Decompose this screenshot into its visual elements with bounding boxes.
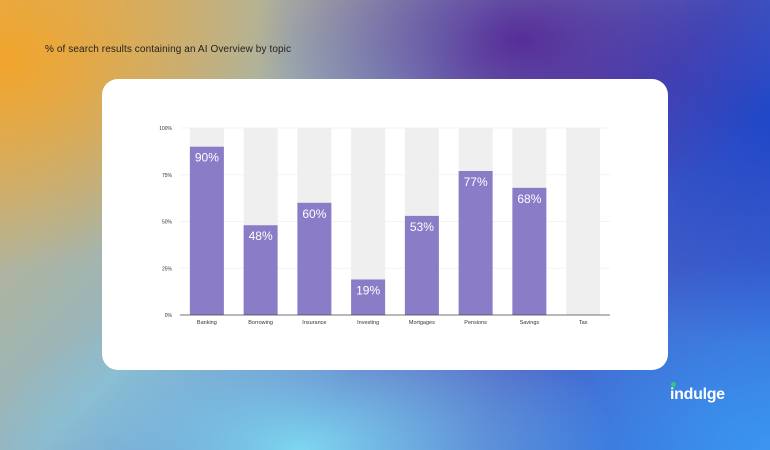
bar-chart: 0% 25% 50% 75% 100% 90% Banking 48% Borrowing 60%… (159, 126, 610, 326)
data-label: 77% (464, 175, 488, 189)
x-tick-label: Borrowing (248, 320, 273, 326)
logo-dot-icon (671, 382, 676, 387)
logo-text: indulge (670, 386, 725, 403)
y-tick-label: 0% (165, 313, 173, 319)
background-bar (566, 128, 601, 315)
chart-title: % of search results containing an AI Ove… (45, 44, 292, 55)
chart-card: 0% 25% 50% 75% 100% 90% Banking 48% Borrowing 60%… (102, 79, 668, 370)
x-tick-label: Insurance (302, 320, 326, 326)
indulge-logo: indulge (670, 382, 725, 404)
x-tick-label: Banking (197, 320, 217, 326)
y-tick-label: 100% (159, 126, 172, 132)
y-tick-label: 75% (162, 173, 173, 179)
bar (404, 215, 439, 315)
bar (351, 279, 386, 315)
x-tick-label: Mortgages (409, 320, 435, 326)
data-label: 48% (249, 229, 273, 243)
y-tick-label: 50% (162, 220, 173, 226)
bar (189, 146, 224, 315)
bar (297, 202, 332, 315)
data-label: 53% (410, 220, 434, 234)
y-tick-label: 25% (162, 266, 173, 272)
data-label: 19% (356, 283, 380, 297)
data-label: 90% (195, 151, 219, 165)
bar (458, 171, 493, 315)
data-label: 60% (302, 207, 326, 221)
x-tick-label: Investing (357, 320, 379, 326)
x-tick-label: Pensions (464, 320, 487, 326)
bar (243, 225, 278, 315)
bar (512, 187, 547, 315)
data-label: 68% (517, 192, 541, 206)
x-tick-label: Tax (579, 320, 588, 326)
x-tick-label: Savings (520, 320, 540, 326)
